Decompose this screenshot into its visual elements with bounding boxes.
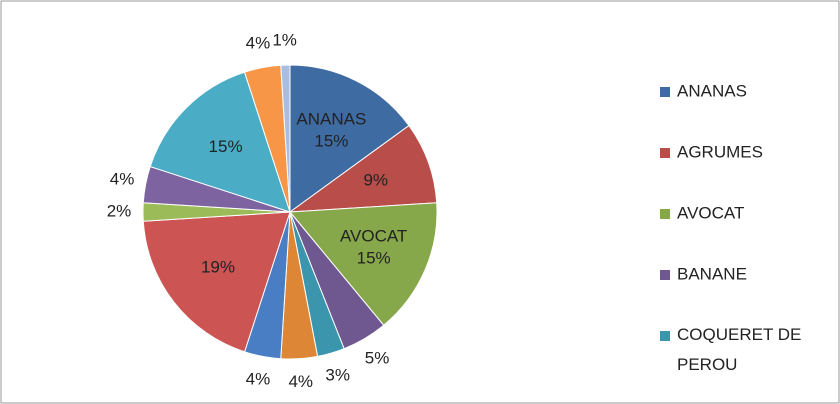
slice-value-label: 4% (246, 369, 271, 388)
pie-slice (142, 211, 291, 353)
legend-swatch (660, 270, 670, 280)
pie-slice (288, 124, 438, 213)
slice-category-label: AVOCAT (340, 227, 407, 246)
slice-value-label: 9% (363, 171, 388, 190)
slice-category-label: ANANAS (296, 109, 366, 128)
pie-slice (149, 71, 291, 213)
legend-label: AVOCAT (677, 203, 744, 222)
legend-swatch (660, 209, 670, 219)
legend-label: AGRUMES (677, 142, 763, 161)
legend-label-line: COQUERET DE (677, 325, 801, 344)
legend-swatch (660, 87, 670, 97)
legend-swatch (660, 331, 670, 341)
slice-value-label: 1% (272, 31, 297, 50)
pie-slice (289, 64, 410, 213)
slice-value-label: 3% (325, 366, 350, 385)
slice-value-label: 15% (357, 249, 391, 268)
pie-slice (288, 202, 438, 326)
pie-slice (280, 64, 291, 213)
legend-label-line: PEROU (677, 355, 737, 374)
legend-label: COQUERET DE PEROU (677, 325, 801, 374)
slice-value-label: 4% (246, 34, 271, 53)
legend-label: ANANAS (677, 81, 747, 100)
legend-label: BANANE (677, 264, 747, 283)
slice-value-label: 5% (365, 349, 390, 368)
slice-value-label: 19% (201, 257, 235, 276)
slice-value-label: 2% (107, 201, 132, 220)
slice-value-label: 15% (209, 137, 243, 156)
legend-swatch (660, 148, 670, 158)
slice-value-label: 4% (288, 372, 313, 391)
slice-value-label: 4% (110, 169, 135, 188)
slice-value-label: 15% (314, 131, 348, 150)
